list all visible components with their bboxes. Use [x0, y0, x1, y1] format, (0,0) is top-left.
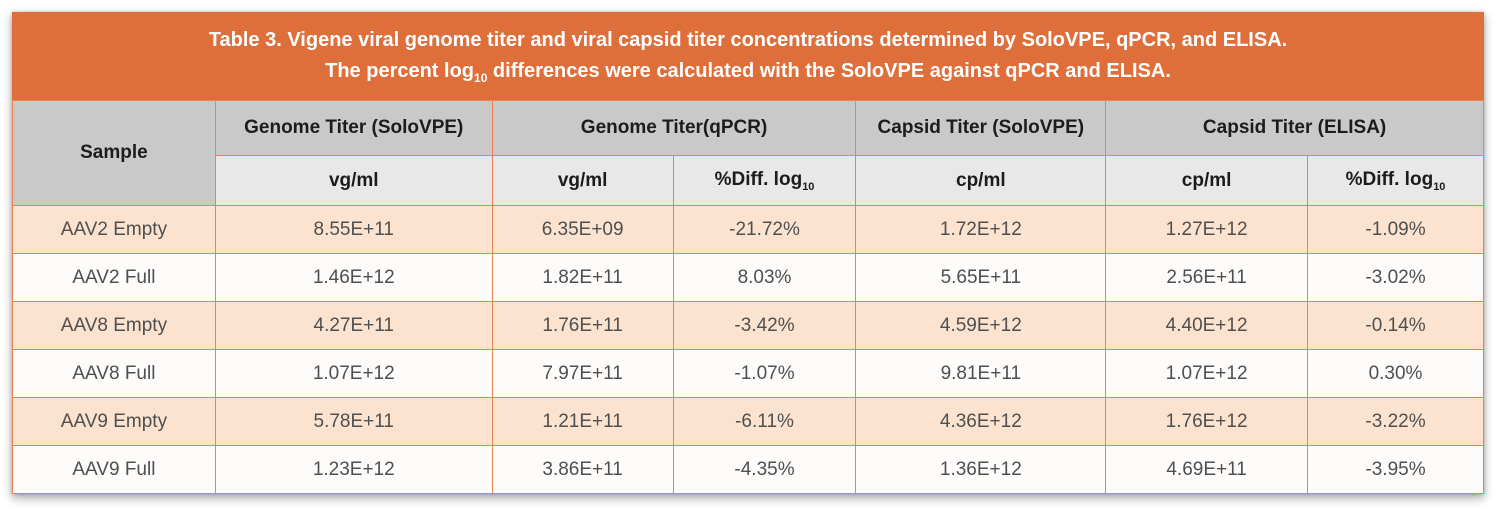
genome-solovpe-cell: 1.23E+12 — [214, 445, 493, 494]
sample-cell: AAV2 Empty — [12, 205, 216, 254]
capsid-elisa-cell: 2.56E+11 — [1105, 253, 1309, 302]
diff-label-text: %Diff. log — [1345, 168, 1434, 190]
genome-qpcr-cell: 1.21E+11 — [491, 397, 674, 446]
genome-diff-cell: -4.35% — [672, 445, 857, 494]
table-title-line2: The percent log10 differences were calcu… — [325, 56, 1171, 88]
subheader-genome-diff: %Diff. log10 — [672, 155, 857, 206]
genome-diff-cell: 8.03% — [672, 253, 857, 302]
capsid-diff-cell: -3.02% — [1307, 253, 1484, 302]
capsid-solovpe-cell: 4.59E+12 — [855, 301, 1107, 350]
group-header-capsid-solovpe: Capsid Titer (SoloVPE) — [855, 100, 1107, 156]
title-line2-post: differences were calculated with the Sol… — [487, 59, 1171, 82]
sample-cell: AAV8 Full — [12, 349, 216, 398]
capsid-solovpe-cell: 5.65E+11 — [855, 253, 1107, 302]
genome-solovpe-cell: 1.46E+12 — [214, 253, 493, 302]
table-row-aav2-full: AAV2 Full 1.46E+12 1.82E+11 8.03% 5.65E+… — [12, 253, 1484, 302]
sub-header-row: vg/ml vg/ml %Diff. log10 cp/ml cp/ml %Di… — [13, 155, 1484, 206]
capsid-elisa-cell: 4.40E+12 — [1105, 301, 1309, 350]
table-row-aav8-full: AAV8 Full 1.07E+12 7.97E+11 -1.07% 9.81E… — [12, 349, 1484, 398]
genome-diff-cell: -21.72% — [672, 205, 857, 254]
capsid-diff-cell: -1.09% — [1307, 205, 1484, 254]
capsid-elisa-cell: 1.76E+12 — [1105, 397, 1309, 446]
capsid-diff-cell: -0.14% — [1307, 301, 1484, 350]
capsid-diff-cell: 0.30% — [1307, 349, 1484, 398]
genome-diff-cell: -6.11% — [672, 397, 857, 446]
table-row-aav8-empty: AAV8 Empty 4.27E+11 1.76E+11 -3.42% 4.59… — [12, 301, 1484, 350]
genome-qpcr-cell: 6.35E+09 — [491, 205, 674, 254]
subheader-capsid-diff: %Diff. log10 — [1307, 155, 1484, 206]
capsid-solovpe-cell: 9.81E+11 — [855, 349, 1107, 398]
capsid-diff-cell: -3.95% — [1307, 445, 1484, 494]
table-title-banner: Table 3. Vigene viral genome titer and v… — [12, 12, 1484, 100]
table-figure: Table 3. Vigene viral genome titer and v… — [12, 12, 1484, 494]
table-row-aav9-empty: AAV9 Empty 5.78E+11 1.21E+11 -6.11% 4.36… — [12, 397, 1484, 446]
group-header-capsid-elisa: Capsid Titer (ELISA) — [1105, 100, 1484, 156]
titer-data-table: Sample Genome Titer (SoloVPE) Genome Tit… — [12, 100, 1484, 494]
subheader-capsid-solovpe-units: cp/ml — [855, 155, 1107, 206]
subheader-genome-solovpe-units: vg/ml — [214, 155, 493, 206]
diff-label-subscript: 10 — [802, 180, 815, 193]
genome-solovpe-cell: 1.07E+12 — [214, 349, 493, 398]
table-row-aav2-empty: AAV2 Empty 8.55E+11 6.35E+09 -21.72% 1.7… — [12, 205, 1484, 254]
title-line2-subscript: 10 — [474, 70, 488, 85]
genome-solovpe-cell: 4.27E+11 — [214, 301, 493, 350]
genome-diff-cell: -1.07% — [672, 349, 857, 398]
sample-cell: AAV2 Full — [12, 253, 216, 302]
diff-label-subscript: 10 — [1433, 180, 1446, 193]
title-line2-pre: The percent log — [325, 59, 475, 82]
genome-qpcr-cell: 3.86E+11 — [491, 445, 674, 494]
genome-solovpe-cell: 8.55E+11 — [214, 205, 493, 254]
capsid-elisa-cell: 1.27E+12 — [1105, 205, 1309, 254]
capsid-solovpe-cell: 1.72E+12 — [855, 205, 1107, 254]
column-header-sample: Sample — [12, 100, 216, 206]
table-row-aav9-full: AAV9 Full 1.23E+12 3.86E+11 -4.35% 1.36E… — [12, 445, 1484, 494]
capsid-elisa-cell: 1.07E+12 — [1105, 349, 1309, 398]
group-header-genome-solovpe: Genome Titer (SoloVPE) — [214, 100, 493, 156]
capsid-solovpe-cell: 4.36E+12 — [855, 397, 1107, 446]
table-title-line1: Table 3. Vigene viral genome titer and v… — [208, 28, 1288, 51]
sample-cell: AAV9 Full — [12, 445, 216, 494]
subheader-genome-qpcr-units: vg/ml — [491, 155, 674, 206]
diff-label-text: %Diff. log — [714, 168, 803, 190]
group-header-genome-qpcr: Genome Titer(qPCR) — [491, 100, 857, 156]
group-header-row: Sample Genome Titer (SoloVPE) Genome Tit… — [12, 100, 1484, 206]
capsid-diff-cell: -3.22% — [1307, 397, 1484, 446]
sample-cell: AAV8 Empty — [12, 301, 216, 350]
capsid-solovpe-cell: 1.36E+12 — [855, 445, 1107, 494]
subheader-capsid-elisa-units: cp/ml — [1105, 155, 1309, 206]
genome-solovpe-cell: 5.78E+11 — [214, 397, 493, 446]
capsid-elisa-cell: 4.69E+11 — [1105, 445, 1309, 494]
genome-diff-cell: -3.42% — [672, 301, 857, 350]
sample-cell: AAV9 Empty — [12, 397, 216, 446]
genome-qpcr-cell: 7.97E+11 — [491, 349, 674, 398]
genome-qpcr-cell: 1.82E+11 — [491, 253, 674, 302]
genome-qpcr-cell: 1.76E+11 — [491, 301, 674, 350]
